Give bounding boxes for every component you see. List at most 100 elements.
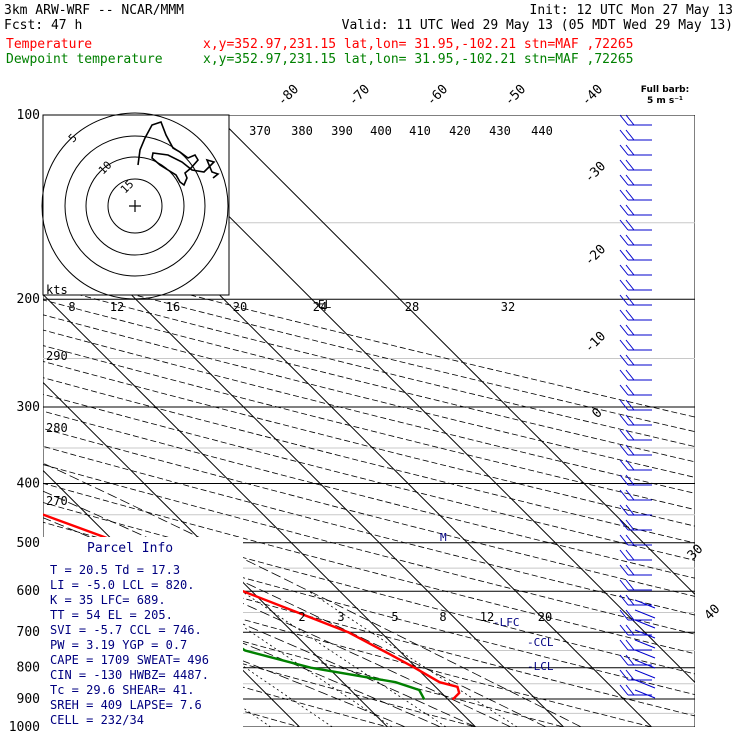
theta-e-label: 420 (449, 124, 471, 138)
parcel-info-row: TT = 54 EL = 205. (50, 608, 173, 622)
wind-barb-flag (619, 174, 629, 186)
theta-e-label: 410 (409, 124, 431, 138)
pressure-tick-label: 900 (17, 692, 40, 707)
wind-barb-flag (625, 399, 635, 411)
theta-e-label: 430 (489, 124, 511, 138)
wind-barb-flag (619, 354, 629, 366)
isotherm-label: -20 (582, 242, 609, 269)
parcel-info-row: LI = -5.0 LCL = 820. (50, 578, 195, 592)
parcel-info-row: PW = 3.19 YGP = 0.7 (50, 638, 187, 652)
dry-adiabat-line (43, 299, 695, 463)
barb-legend-title: Full barb: (641, 85, 689, 95)
parcel-info-title: Parcel Info (87, 541, 173, 556)
pressure-tick-label: 500 (17, 536, 40, 551)
hodograph-speed-label: 16 (166, 300, 180, 314)
wind-barb-flag (625, 234, 635, 246)
theta-e-label: 440 (531, 124, 553, 138)
wind-barb-flag (625, 564, 635, 576)
wind-barb-flag (625, 144, 635, 156)
wind-barb-flag (619, 579, 629, 591)
lfc-marker: -LFC (493, 616, 520, 629)
hodograph-ring (107, 178, 163, 234)
wind-barb-shaft (634, 639, 656, 649)
isotherm-label: -60 (424, 82, 451, 109)
wind-barb-flag (619, 459, 629, 471)
mixing-ratio-label: 2 (298, 610, 305, 624)
wind-barb-flag (625, 489, 635, 501)
wind-barb-flag (619, 144, 629, 156)
wind-barb-shaft (634, 669, 656, 679)
dry-adiabat-line (43, 345, 695, 511)
wind-barb-flag (619, 669, 629, 681)
parcel-info-row: K = 35 LFC= 689. (50, 593, 166, 607)
theta-e-label: 390 (331, 124, 353, 138)
wind-barb-flag (625, 519, 635, 531)
wind-barb-flag (619, 639, 629, 651)
pressure-tick-label: 300 (17, 400, 40, 415)
wind-barb-shaft (634, 629, 656, 639)
theta-e-label: 370 (249, 124, 271, 138)
wind-barb-flag (619, 594, 629, 606)
wind-barb-flag (625, 159, 635, 171)
wind-barb-flag (619, 429, 629, 441)
wind-barb-flag (625, 429, 635, 441)
dry-adiabat-line (43, 629, 390, 727)
wind-barb-flag (619, 444, 629, 456)
hodograph-units-label: kts (46, 283, 68, 297)
isotherm-label: -40 (579, 82, 606, 109)
moist-adiabat-line (43, 490, 547, 727)
wind-barb-flag (625, 534, 635, 546)
parcel-info-panel: Parcel Info T = 20.5 Td = 17.3LI = -5.0 … (43, 537, 243, 727)
theta-e-label: 380 (291, 124, 313, 138)
dry-adiabat-line (43, 464, 695, 635)
dewpoint-legend-info: x,y=352.97,231.15 lat,lon= 31.95,-102.21… (203, 52, 633, 67)
hodograph-speed-label: 8 (68, 300, 75, 314)
wind-barb-shaft (634, 679, 656, 689)
parcel-info-row: CIN = -130 HWBZ= 4487. (50, 668, 209, 682)
pressure-tick-label: 800 (17, 661, 40, 676)
wind-barb-flag (619, 159, 629, 171)
dry-adiabat-line (43, 428, 695, 597)
mixing-ratio-label: 5 (391, 610, 398, 624)
hodograph-speed-label: 12 (110, 300, 124, 314)
isotherm-label: -50 (502, 82, 529, 109)
wind-barb-flag (625, 219, 635, 231)
pressure-tick-label: 400 (17, 476, 40, 491)
wind-barb-flag (619, 114, 629, 126)
hodograph-ring (64, 135, 206, 277)
dry-adiabat-line (43, 314, 695, 478)
wind-barb-flag (625, 474, 635, 486)
wind-barb-flag (619, 489, 629, 501)
dry-adiabat-line (43, 562, 654, 727)
el-marker: EL (318, 298, 332, 311)
hodograph-ring (41, 112, 229, 300)
isotherm-label: 0 (589, 405, 605, 421)
wind-barb-flag (619, 369, 629, 381)
dry-adiabat-line (43, 256, 695, 418)
wind-barb-flag (625, 549, 635, 561)
hodograph-speed-label: 28 (405, 300, 419, 314)
wind-barb-flag (625, 309, 635, 321)
wind-barb-flag (619, 219, 629, 231)
wind-barb-flag (625, 174, 635, 186)
wind-barb-flag (625, 279, 635, 291)
wind-barb-flag (625, 114, 635, 126)
model-title: 3km ARW-WRF -- NCAR/MMM (4, 3, 184, 18)
wind-barb-flag (619, 414, 629, 426)
pressure-tick-label: 1000 (9, 720, 40, 735)
wind-barb-flag (625, 294, 635, 306)
wind-barb-shaft (634, 599, 656, 609)
wind-barb-flag (619, 189, 629, 201)
pressure-tick-label: 700 (17, 625, 40, 640)
wind-barb-flag (625, 639, 635, 651)
theta-side-label: 290 (46, 349, 68, 363)
pressure-tick-label: 200 (17, 292, 40, 307)
temperature-legend-info: x,y=352.97,231.15 lat,lon= 31.95,-102.21… (203, 37, 633, 52)
wind-barb-flag (619, 564, 629, 576)
wind-barb-flag (619, 324, 629, 336)
isotherm-line (43, 293, 477, 727)
wind-barb-flag (619, 234, 629, 246)
wind-barb-shaft (634, 619, 656, 629)
temperature-legend-label: Temperature (6, 37, 92, 52)
parcel-info-row: CELL = 232/34 (50, 713, 144, 727)
